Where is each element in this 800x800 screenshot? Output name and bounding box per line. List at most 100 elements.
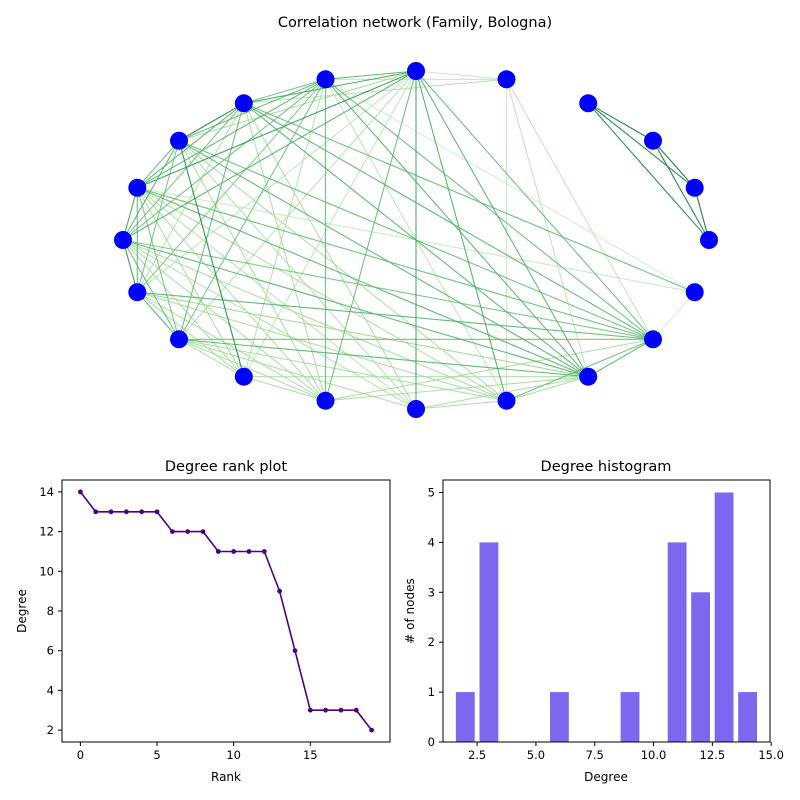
histogram-bar	[714, 492, 734, 742]
network-edge	[587, 102, 696, 189]
network-edge	[324, 70, 417, 401]
histogram-bar	[479, 542, 499, 742]
histogram-x-tick-label: 7.5	[586, 748, 604, 762]
network-node	[579, 94, 598, 113]
network-node	[316, 70, 335, 89]
rank-y-tick-label: 4	[47, 683, 54, 697]
network-edge	[178, 338, 417, 410]
network-edge	[178, 338, 326, 402]
rank-x-tick-label: 10	[226, 748, 241, 762]
network-edge	[506, 376, 589, 402]
histogram-y-tick-label: 5	[428, 485, 435, 499]
rank-x-tick-label: 0	[77, 748, 84, 762]
histogram-x-tick-label: 5.0	[527, 748, 545, 762]
network-edge	[506, 79, 654, 340]
network-edge	[652, 140, 696, 189]
network-edge	[137, 187, 589, 378]
rank-point	[200, 529, 206, 534]
network-panel: Correlation network (Family, Bologna)	[114, 15, 718, 418]
network-edge	[587, 338, 654, 378]
histogram-x-tick-label: 2.5	[468, 748, 486, 762]
network-node	[170, 330, 188, 349]
network-edge	[122, 70, 417, 241]
network-edge	[137, 187, 507, 402]
network-edge	[178, 79, 326, 340]
histogram-x-label: Degree	[584, 770, 628, 784]
network-edge	[122, 140, 180, 241]
network-edge	[415, 70, 507, 80]
network-edges	[122, 70, 710, 410]
network-edge	[137, 291, 326, 402]
network-edge	[137, 78, 326, 189]
histogram-y-tick-label: 1	[428, 685, 435, 699]
rank-y-tick-label: 12	[39, 525, 54, 539]
network-edge	[122, 239, 138, 293]
rank-point	[307, 707, 313, 713]
rank-x-tick-label: 5	[153, 748, 160, 762]
rank-point	[154, 509, 160, 515]
network-edge	[415, 70, 589, 377]
rank-point	[185, 529, 191, 534]
network-edge	[122, 239, 507, 402]
rank-y-ticks: 2 4 6 8 10 12 14	[39, 485, 62, 737]
network-edge	[325, 376, 589, 402]
network-edge	[122, 239, 326, 402]
network-edge	[243, 102, 695, 293]
histogram-y-tick-label: 4	[428, 535, 435, 549]
network-nodes	[114, 62, 718, 418]
network-edge	[415, 400, 507, 410]
network-edge	[122, 187, 138, 241]
network-edge	[325, 70, 417, 80]
network-edge	[136, 78, 326, 293]
network-node	[700, 231, 718, 249]
network-edge	[136, 291, 245, 378]
network-node	[170, 131, 188, 150]
rank-plot-axes	[61, 479, 391, 743]
rank-point	[338, 707, 344, 713]
network-edge	[136, 140, 180, 189]
rank-y-tick-label: 6	[47, 644, 54, 658]
network-edge	[325, 338, 654, 402]
network-edge	[243, 78, 507, 104]
network-edge	[178, 338, 589, 378]
network-edge	[652, 291, 696, 340]
network-edge	[415, 70, 508, 401]
network-edge	[178, 102, 245, 142]
rank-point	[108, 509, 114, 515]
network-node	[114, 231, 132, 249]
network-node	[316, 391, 335, 410]
rank-y-tick-label: 2	[47, 723, 54, 737]
rank-point	[246, 549, 252, 554]
rank-x-ticks: 0 5 10 15	[77, 742, 318, 762]
rank-series-points	[78, 489, 374, 733]
rank-point	[124, 509, 129, 515]
network-edge	[178, 140, 326, 401]
rank-series-line	[79, 491, 373, 731]
network-edge	[136, 102, 245, 189]
rank-point	[139, 509, 145, 515]
histogram-axes-frame	[442, 479, 771, 743]
network-edge	[178, 338, 245, 378]
network-edge	[137, 70, 417, 189]
network-edge	[137, 187, 654, 340]
histogram-title: Degree histogram	[541, 459, 672, 475]
rank-y-tick-label: 10	[39, 564, 54, 578]
rank-point	[261, 549, 267, 554]
histogram-y-tick-label: 3	[428, 585, 435, 599]
rank-y-tick-label: 8	[47, 604, 54, 618]
histogram-x-tick-label: 15.0	[758, 748, 784, 762]
network-title: Correlation network (Family, Bologna)	[278, 15, 552, 31]
network-edge	[178, 140, 245, 377]
histogram-bar	[691, 592, 710, 742]
network-edge	[243, 78, 326, 104]
rank-plot-title: Degree rank plot	[165, 459, 288, 475]
network-edge	[122, 239, 180, 340]
network-edge	[122, 239, 245, 378]
network-edge	[178, 338, 507, 402]
histogram-bar	[620, 692, 640, 742]
network-edge	[137, 291, 589, 378]
rank-y-label: Degree	[15, 589, 29, 633]
network-edge	[652, 140, 710, 241]
rank-point	[78, 489, 83, 495]
